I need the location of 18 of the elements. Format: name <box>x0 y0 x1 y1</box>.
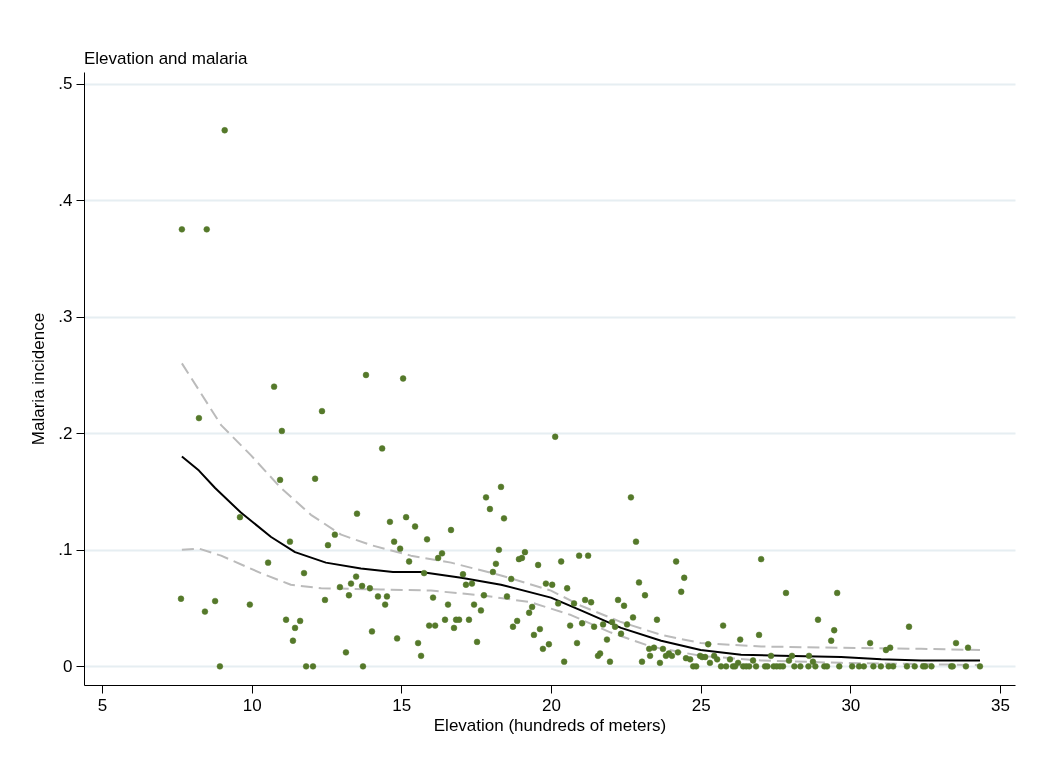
x-tick-label: 5 <box>97 695 108 715</box>
x-axis-title: Elevation (hundreds of meters) <box>433 715 667 735</box>
y-tick-label: .4 <box>58 190 73 210</box>
line-series <box>180 362 981 652</box>
y-tick-label: .3 <box>58 307 73 327</box>
x-tick-label: 35 <box>991 695 1010 715</box>
chart-title: Elevation and malaria <box>84 49 249 68</box>
y-tick-label: .5 <box>58 74 73 94</box>
y-tick-label: .2 <box>58 423 73 443</box>
x-tick-label: 10 <box>242 695 262 715</box>
x-tick-label: 30 <box>841 695 861 715</box>
x-tick-label: 20 <box>542 695 561 715</box>
x-tick-label: 15 <box>392 695 412 715</box>
x-tick-label: 25 <box>691 695 711 715</box>
y-tick-label: 0 <box>63 656 73 676</box>
y-tick-label: .1 <box>58 540 73 560</box>
line-series <box>180 455 981 662</box>
y-axis-title: Malaria incidence <box>29 312 49 446</box>
